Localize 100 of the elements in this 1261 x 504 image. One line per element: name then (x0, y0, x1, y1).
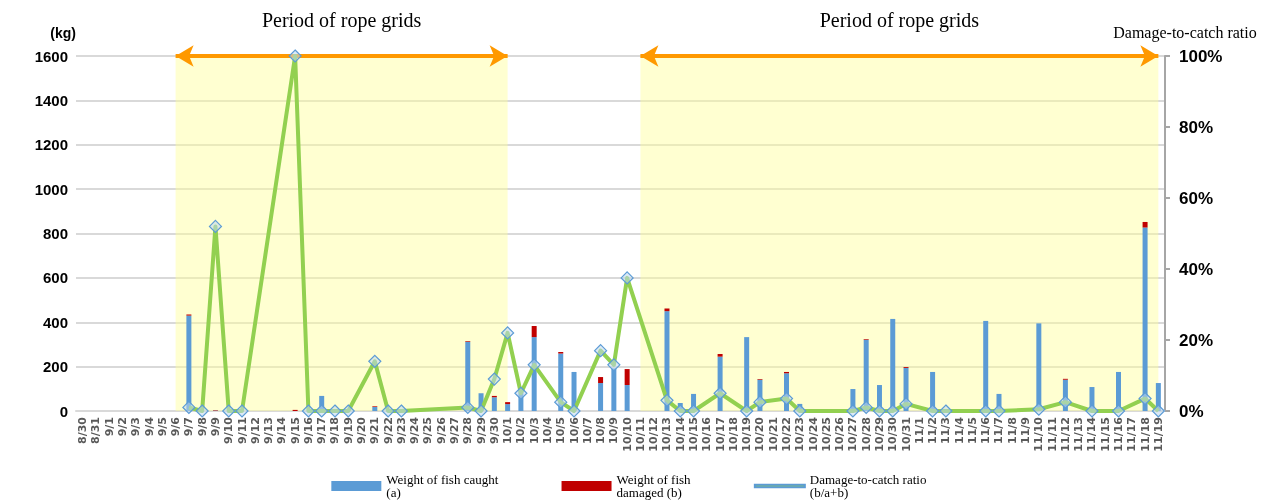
x-tick-label: 9/12 (248, 417, 262, 444)
x-tick-label: 11/13 (1072, 417, 1086, 452)
x-tick-label: 9/2 (115, 417, 129, 437)
legend-label: Weight of fish damaged (b) (616, 472, 694, 500)
y-tick-label: 0 (59, 402, 68, 420)
x-tick-label: 10/24 (806, 416, 820, 452)
x-tick-label: 9/22 (381, 417, 395, 444)
x-tick-label: 9/24 (408, 416, 422, 444)
x-tick-label: 10/22 (780, 417, 794, 452)
x-tick-label: 9/26 (434, 416, 448, 444)
x-tick-label: 11/10 (1032, 416, 1046, 452)
x-tick-label: 9/17 (315, 417, 329, 444)
x-tick-label: 9/11 (235, 417, 249, 444)
x-tick-label: 11/16 (1112, 416, 1126, 452)
x-tick-label: 9/8 (195, 417, 209, 437)
x-tick-label: 10/26 (833, 416, 847, 452)
x-tick-label: 10/8 (594, 417, 608, 444)
x-tick-label: 9/19 (341, 417, 355, 444)
x-tick-label: 11/15 (1098, 417, 1112, 452)
x-tick-label: 11/17 (1125, 417, 1139, 452)
x-tick-label: 9/20 (355, 416, 369, 444)
x-tick-label: 9/13 (262, 417, 276, 444)
x-tick-label: 11/5 (965, 417, 979, 444)
y2-tick-label: 100% (1179, 46, 1223, 66)
x-tick-label: 10/20 (753, 416, 767, 452)
x-tick-label: 9/28 (461, 417, 475, 444)
y-tick-label: 600 (42, 269, 68, 287)
x-tick-label: 10/25 (819, 417, 833, 452)
x-tick-label: 9/6 (169, 416, 183, 437)
x-tick-label: 11/4 (952, 416, 966, 444)
y-tick-label: 800 (42, 225, 68, 242)
x-tick-label: 10/11 (633, 417, 647, 452)
x-tick-label: 10/14 (673, 416, 687, 452)
x-tick-label: 11/9 (1019, 417, 1033, 444)
y-tick-label: 1600 (34, 47, 68, 65)
y-tick-label: 200 (42, 358, 68, 376)
y-tick-label: 1400 (34, 91, 68, 109)
x-tick-label: 9/9 (208, 417, 222, 437)
x-tick-label: 9/27 (447, 417, 461, 444)
x-tick-label: 10/12 (647, 417, 661, 452)
y2-tick-label: 60% (1179, 188, 1214, 208)
x-tick-label: 9/16 (301, 416, 315, 444)
x-tick-label: 10/10 (620, 416, 634, 452)
y2-tick-label: 0% (1179, 401, 1204, 421)
x-tick-label: 10/1 (501, 417, 515, 444)
y-tick-label: 400 (42, 313, 68, 331)
x-tick-label: 9/15 (288, 417, 302, 444)
x-tick-label: 10/18 (726, 417, 740, 452)
x-tick-label: 9/1 (102, 417, 116, 437)
x-tick-label: 10/4 (540, 416, 554, 444)
x-tick-label: 10/7 (580, 417, 594, 444)
x-tick-label: 10/9 (607, 417, 621, 444)
x-tick-label: 9/14 (275, 416, 289, 444)
x-tick-label: 11/19 (1151, 417, 1165, 452)
y-tick-label: 1000 (34, 180, 68, 198)
x-tick-label: 10/17 (713, 417, 727, 452)
x-tick-label: 9/3 (129, 417, 143, 437)
x-tick-label: 9/4 (142, 416, 156, 437)
x-tick-label: 10/28 (859, 417, 873, 452)
legend-label: Damage-to-catch ratio (b/a+b) (809, 472, 930, 500)
x-tick-label: 9/5 (155, 417, 169, 437)
x-tick-label: 8/31 (89, 417, 103, 444)
x-tick-label: 10/21 (766, 417, 780, 452)
x-tick-label: 9/30 (487, 416, 501, 444)
legend-label: Weight of fish caught (a) (386, 472, 502, 500)
y2-axis-title: Damage-to-catch ratio (1113, 23, 1257, 42)
x-tick-label: 9/25 (421, 417, 435, 444)
x-tick-label: 11/18 (1138, 417, 1152, 452)
x-tick-label: 10/5 (554, 417, 568, 444)
x-tick-label: 11/11 (1045, 417, 1059, 452)
x-tick-label: 10/3 (527, 417, 541, 444)
x-tick-label: 10/6 (567, 416, 581, 444)
y2-tick-label: 80% (1179, 117, 1214, 137)
x-tick-label: 10/30 (886, 416, 900, 452)
x-tick-label: 9/10 (222, 416, 236, 444)
x-tick-label: 10/2 (514, 417, 528, 444)
x-tick-label: 10/29 (872, 417, 886, 452)
x-tick-label: 11/7 (992, 417, 1006, 444)
x-tick-label: 10/27 (846, 417, 860, 452)
x-tick-label: 10/16 (700, 416, 714, 452)
x-tick-label: 11/8 (1005, 417, 1019, 444)
x-tick-label: 10/23 (793, 417, 807, 452)
y-tick-label: 1200 (34, 136, 68, 154)
band-label: Period of rope grids (261, 9, 422, 32)
x-tick-label: 9/18 (328, 417, 342, 444)
x-tick-label: 9/21 (368, 417, 382, 444)
x-tick-label: 11/14 (1085, 416, 1099, 452)
x-tick-label: 10/13 (660, 417, 674, 452)
x-tick-label: 11/2 (926, 417, 940, 444)
x-tick-label: 11/1 (912, 417, 926, 444)
x-tick-label: 11/6 (979, 416, 993, 444)
band-label: Period of rope grids (819, 9, 980, 32)
y2-tick-label: 40% (1179, 259, 1214, 279)
x-tick-label: 9/23 (394, 417, 408, 444)
x-tick-label: 11/12 (1058, 417, 1072, 452)
y-axis-title: (kg) (50, 25, 76, 41)
x-tick-label: 10/15 (687, 417, 701, 452)
x-tick-label: 8/30 (76, 416, 90, 444)
x-tick-label: 9/7 (182, 417, 196, 437)
x-tick-label: 11/3 (939, 417, 953, 444)
